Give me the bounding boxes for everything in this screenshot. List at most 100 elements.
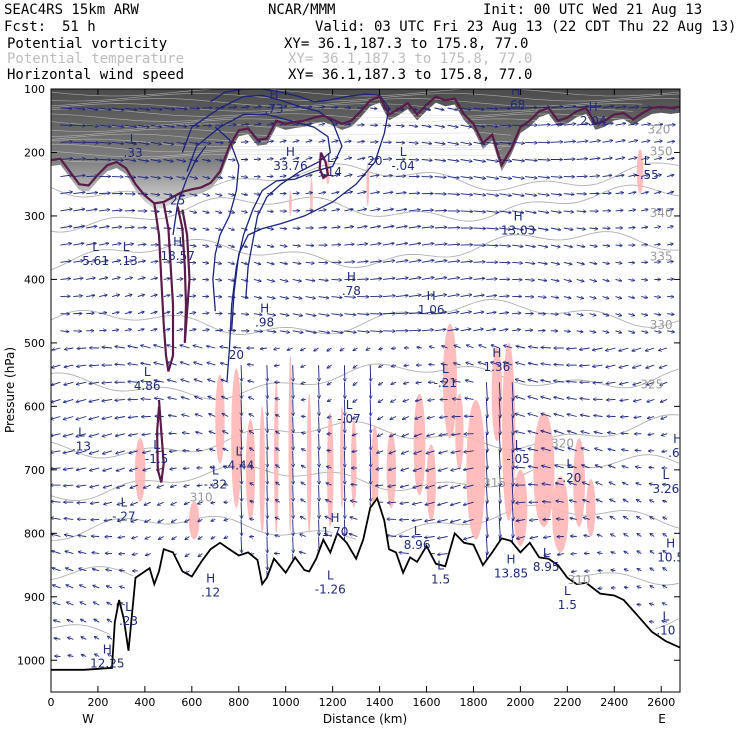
wind-vector-arrow [602, 158, 613, 160]
wind-vector-arrow [103, 484, 113, 488]
wind-vector-arrow [649, 467, 655, 468]
wind-vector-arrow [111, 330, 119, 331]
wind-vector-arrow [595, 448, 603, 452]
wind-vector-arrow [654, 209, 660, 211]
extremum-value: 1.06 [418, 303, 445, 317]
wind-vector-arrow [86, 295, 94, 296]
theta-contour-label: 315 [483, 476, 506, 490]
wind-vector-arrow [434, 142, 445, 144]
wind-vector-arrow [499, 329, 508, 331]
wind-vector-arrow [189, 142, 199, 144]
wind-vector-arrow [241, 297, 248, 298]
wind-vector-arrow [528, 363, 539, 366]
wind-vector-arrow [73, 226, 84, 229]
wind-vector-arrow [454, 345, 461, 349]
x-tick-label: 1800 [459, 696, 487, 709]
wind-vector-arrow [654, 175, 661, 177]
wind-vector-arrow [327, 450, 332, 451]
x-tick-label: 200 [87, 696, 108, 709]
wind-vector-arrow [541, 347, 551, 348]
wind-vector-arrow [391, 398, 397, 402]
wind-vector-arrow [99, 107, 111, 110]
wind-vector-arrow [293, 519, 294, 535]
wind-vector-arrow [400, 502, 409, 503]
wind-vector-arrow [628, 158, 636, 160]
wind-vector-arrow [331, 227, 341, 228]
wind-vector-arrow [370, 192, 379, 194]
extremum-letter: H [206, 571, 215, 585]
wind-vector-arrow [628, 175, 636, 177]
extremum-value: 13.85 [494, 566, 528, 580]
wind-vector-arrow [563, 279, 572, 281]
theta-contour-line [51, 414, 679, 459]
wind-vector-arrow [331, 297, 343, 298]
wind-vector-arrow [486, 125, 497, 126]
wind-vector-arrow [331, 107, 338, 108]
wind-vector-arrow [63, 468, 74, 470]
extremum-value: .73 [264, 102, 283, 116]
wind-vector-arrow [408, 210, 420, 211]
wind-vector-arrow [550, 177, 562, 178]
wind-vector-arrow [370, 108, 377, 109]
wind-vector-arrow [499, 313, 508, 314]
wind-vector-arrow [344, 262, 354, 263]
wind-vector-arrow [319, 433, 320, 450]
wind-vector-arrow [253, 194, 260, 195]
wind-vector-arrow [253, 297, 261, 299]
org-title: NCAR/MMM [268, 2, 335, 18]
wind-vector-arrow [667, 141, 674, 142]
wind-vector-arrow [163, 159, 173, 162]
wind-vector-arrow [499, 450, 500, 469]
wind-vector-arrow [197, 485, 203, 486]
wind-vector-arrow [576, 262, 585, 264]
wind-vector-arrow [615, 140, 626, 143]
wind-vector-arrow [73, 125, 85, 126]
wind-vector-arrow [576, 106, 589, 109]
wind-vector-arrow [157, 484, 164, 488]
wind-vector-arrow [266, 297, 275, 299]
wind-vector-arrow [331, 209, 340, 211]
wind-vector-arrow [90, 484, 100, 487]
theta-contour-line [51, 231, 679, 271]
wind-vector-arrow [276, 482, 281, 486]
wind-vector-arrow [352, 434, 358, 436]
wind-vector-arrow [331, 314, 343, 316]
pink-shade-cell [189, 501, 200, 540]
wind-vector-arrow [391, 382, 397, 384]
wind-vector-arrow [427, 433, 435, 436]
wind-contour-label: 25 [170, 194, 185, 208]
pink-shade-cell [245, 419, 256, 521]
wind-vector-arrow [202, 313, 208, 314]
wind-vector-arrow [180, 362, 190, 366]
wind-vector-arrow [541, 380, 551, 383]
wind-vector-arrow [64, 398, 74, 402]
wind-vector-arrow [198, 519, 203, 521]
model-title: SEAC4RS 15km ARW [4, 2, 139, 18]
wind-vector-arrow [426, 484, 435, 488]
wind-vector-arrow [390, 416, 397, 420]
wind-vector-arrow [486, 228, 498, 229]
wind-vector-arrow [537, 297, 546, 298]
wind-vector-arrow [434, 261, 447, 263]
wind-vector-arrow [185, 519, 190, 522]
wind-vector-arrow [215, 160, 222, 161]
wind-vector-arrow [512, 467, 513, 486]
extremum-letter: L [414, 524, 421, 538]
wind-vector-arrow [154, 380, 164, 383]
strat-streak [51, 89, 680, 97]
wind-vector-arrow [541, 397, 552, 400]
strat-streak [51, 154, 502, 163]
pink-shade-cell [573, 438, 585, 527]
wind-vector-arrow [73, 192, 85, 194]
wind-vector-arrow [241, 124, 248, 125]
wind-vector-arrow [344, 433, 345, 450]
wind-vector-arrow [370, 209, 380, 212]
wind-vector-arrow [170, 451, 177, 452]
wind-vector-arrow [568, 448, 577, 452]
wind-vector-arrow [376, 468, 384, 470]
wind-vector-arrow [473, 211, 486, 212]
wind-vector-arrow [528, 380, 539, 383]
pink-shade-cell [327, 412, 334, 527]
wind-vector-arrow [102, 347, 113, 348]
wind-vector-arrow [124, 295, 132, 297]
